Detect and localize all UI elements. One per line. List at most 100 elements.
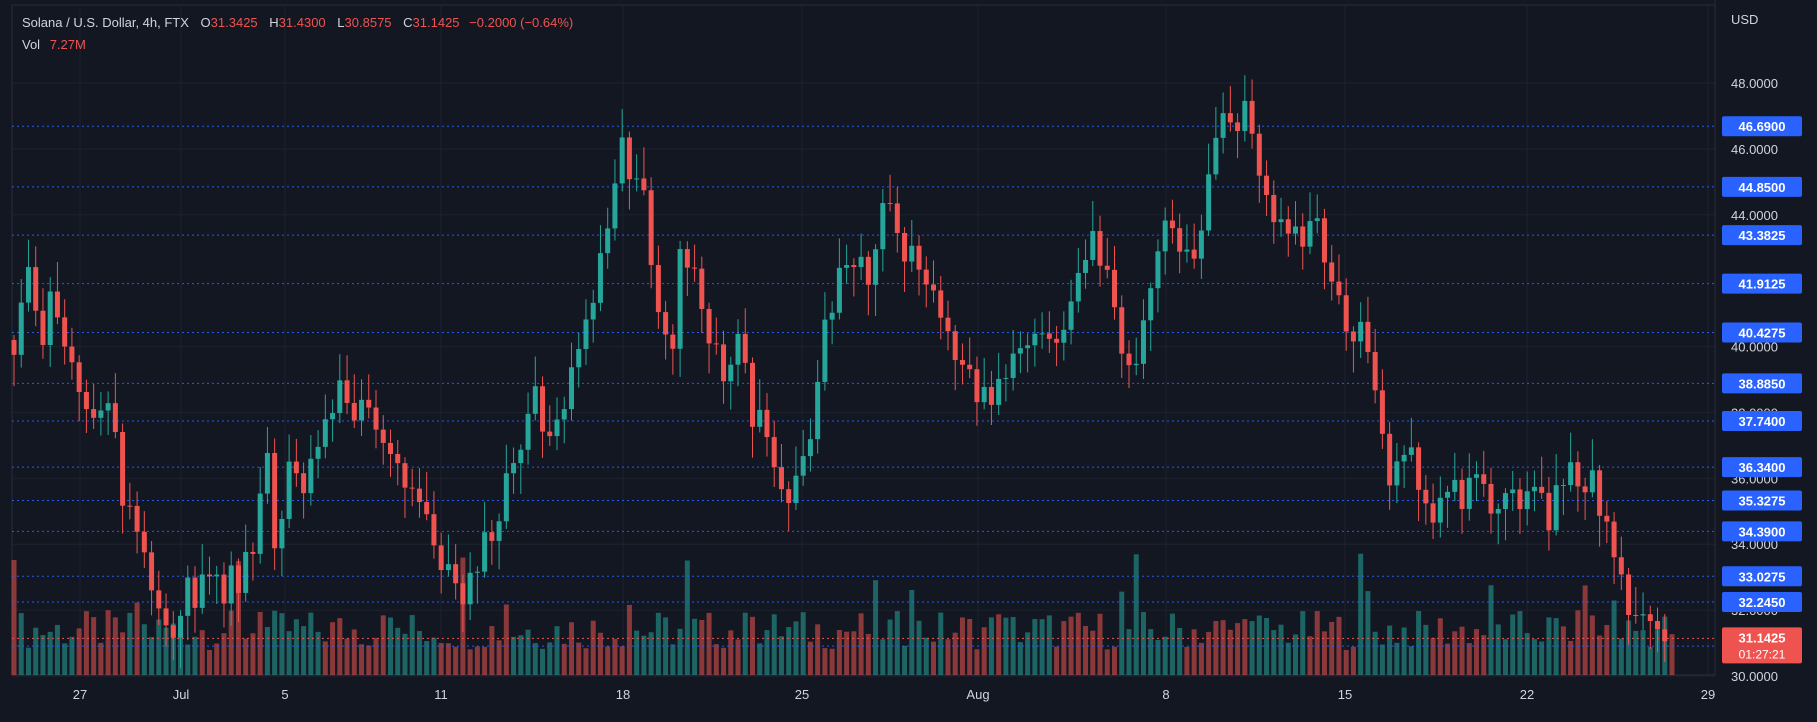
- volume-bar: [62, 643, 68, 675]
- candle-body: [1343, 295, 1349, 332]
- volume-bar: [1017, 642, 1023, 675]
- candle-body: [424, 502, 430, 515]
- volume-bar: [1510, 614, 1516, 675]
- candle-body: [460, 583, 466, 605]
- candle-body: [243, 551, 249, 593]
- candle-body: [496, 521, 502, 541]
- volume-bar: [677, 628, 683, 675]
- volume-bar: [1430, 637, 1436, 675]
- candle-body: [18, 302, 24, 355]
- volume-bar: [1169, 613, 1175, 675]
- volume-bar: [619, 646, 625, 675]
- volume-bar: [402, 633, 408, 675]
- volume-bar: [706, 612, 712, 675]
- candle-body: [228, 565, 234, 604]
- candle-body: [597, 253, 603, 303]
- candle-body: [916, 245, 922, 270]
- candle-body: [793, 475, 799, 504]
- volume-bar: [1090, 630, 1096, 675]
- volume-bar: [395, 627, 401, 675]
- candle-body: [416, 488, 422, 503]
- volume-bar: [778, 636, 784, 675]
- candle-body: [1350, 331, 1356, 342]
- candle-body: [1336, 281, 1342, 296]
- candle-body: [1068, 301, 1074, 330]
- candle-body: [757, 409, 763, 427]
- candle-body: [62, 317, 68, 347]
- volume-bar: [655, 612, 661, 675]
- open-label: O: [200, 15, 211, 30]
- candle-body: [214, 574, 220, 577]
- candle-body: [1300, 226, 1306, 247]
- price-line-badge[interactable]: [1722, 116, 1802, 137]
- candle-body: [178, 615, 184, 638]
- candle-body: [91, 409, 97, 418]
- candle-body: [1655, 621, 1661, 630]
- price-line-badge[interactable]: [1722, 490, 1802, 511]
- candle-body: [706, 308, 712, 344]
- candle-body: [1256, 133, 1262, 176]
- volume-bar: [112, 617, 118, 675]
- volume-bar: [880, 639, 886, 675]
- price-line-badge[interactable]: [1722, 592, 1802, 613]
- low-label: L: [337, 15, 345, 30]
- plot-area[interactable]: [11, 4, 1716, 676]
- volume-bar: [1452, 631, 1458, 675]
- price-line-badge[interactable]: [1722, 566, 1802, 587]
- price-line-badge[interactable]: [1722, 176, 1802, 197]
- candle-body: [47, 291, 53, 346]
- candle-body: [1488, 483, 1494, 514]
- candle-body: [482, 532, 488, 572]
- volume-bar: [1633, 630, 1639, 675]
- x-tick-label: 29: [1701, 687, 1715, 702]
- price-line-badge[interactable]: [1722, 411, 1802, 432]
- candle-body: [1495, 509, 1501, 514]
- volume-bar: [243, 638, 249, 675]
- candle-body: [1416, 447, 1422, 490]
- candle-body: [1408, 447, 1414, 455]
- volume-bar: [380, 615, 386, 675]
- volume-bar: [431, 637, 437, 675]
- volume-bar: [98, 642, 104, 675]
- candle-body: [1575, 462, 1581, 487]
- volume-bar: [185, 644, 191, 675]
- volume-bar: [11, 560, 17, 675]
- price-line-badge[interactable]: [1722, 225, 1802, 246]
- candle-body: [931, 284, 937, 291]
- candle-body: [1220, 113, 1226, 138]
- volume-bar: [554, 626, 560, 675]
- candle-body: [1148, 288, 1154, 321]
- volume-bar: [120, 632, 126, 675]
- price-line-badge-label: 44.8500: [1739, 180, 1786, 195]
- volume-bar: [807, 641, 813, 675]
- change-value: −0.2000 (−0.64%): [469, 15, 574, 30]
- x-tick-label: 8: [1162, 687, 1169, 702]
- volume-bar: [76, 628, 82, 675]
- price-line-badge-label: 46.6900: [1739, 119, 1786, 134]
- volume-bar: [496, 640, 502, 675]
- price-line-badge-label: 35.3275: [1739, 494, 1786, 509]
- candle-body: [380, 429, 386, 443]
- volume-line: Vol 7.27M: [22, 34, 573, 56]
- candle-body: [149, 552, 155, 591]
- price-line-badge[interactable]: [1722, 322, 1802, 343]
- price-line-badge[interactable]: [1722, 521, 1802, 542]
- candle-body: [1372, 352, 1378, 391]
- volume-bar: [344, 638, 350, 675]
- candle-body: [1133, 363, 1139, 366]
- volume-bar: [366, 645, 372, 675]
- candle-body: [1430, 503, 1436, 523]
- candle-body: [518, 449, 524, 464]
- price-line-badge[interactable]: [1722, 273, 1802, 294]
- candle-body: [1618, 557, 1624, 575]
- candle-body: [438, 545, 444, 571]
- price-line-badge[interactable]: [1722, 457, 1802, 478]
- candle-body: [1155, 251, 1161, 289]
- volume-bar: [1481, 635, 1487, 675]
- volume-bar: [1611, 600, 1617, 675]
- volume-bar: [1256, 615, 1262, 675]
- price-line-badge[interactable]: [1722, 373, 1802, 394]
- candle-body: [1531, 486, 1537, 492]
